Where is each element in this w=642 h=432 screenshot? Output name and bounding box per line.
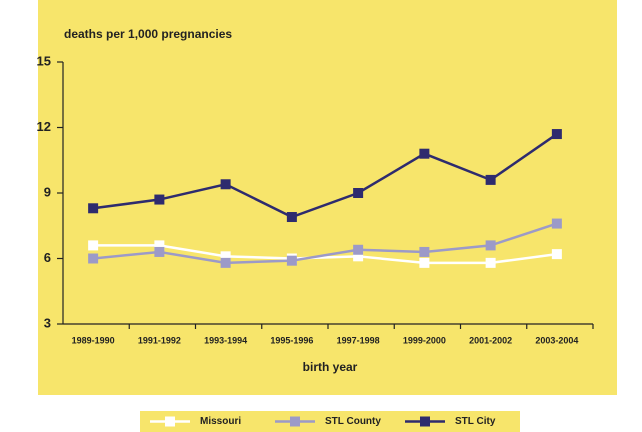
point-marker	[419, 257, 430, 268]
legend-label: STL County	[325, 416, 381, 427]
y-tick-label: 6	[44, 250, 51, 265]
point-marker	[154, 194, 165, 205]
point-marker	[88, 203, 99, 214]
x-tick-label: 1989-1990	[72, 335, 115, 345]
x-tick-label: 1991-1992	[138, 335, 181, 345]
point-marker	[551, 249, 562, 260]
point-marker	[485, 240, 496, 251]
series-line	[92, 133, 558, 219]
x-tick-label: 1997-1998	[337, 335, 380, 345]
point-marker	[220, 251, 231, 262]
x-tick-label: 2003-2004	[535, 335, 578, 345]
y-tick-label: 9	[44, 184, 51, 199]
y-tick-label: 3	[44, 315, 51, 330]
y-axis-label: deaths per 1,000 pregnancies	[64, 27, 232, 41]
x-tick-label: 1995-1996	[270, 335, 313, 345]
point-marker	[286, 255, 297, 266]
legend-label: Missouri	[200, 416, 241, 427]
legend-marker	[290, 416, 300, 427]
point-marker	[419, 148, 430, 159]
point-marker	[551, 129, 562, 140]
x-axis-label: birth year	[303, 360, 358, 374]
point-marker	[286, 212, 297, 223]
point-marker	[220, 179, 231, 190]
legend-label: STL City	[455, 416, 496, 427]
point-marker	[485, 174, 496, 185]
plot-panel	[38, 0, 617, 395]
point-marker	[88, 240, 99, 251]
point-marker	[88, 253, 99, 264]
x-tick-label: 2001-2002	[469, 335, 512, 345]
point-marker	[353, 244, 364, 255]
point-marker	[485, 257, 496, 268]
legend-panel	[140, 411, 520, 432]
point-marker	[220, 257, 231, 268]
x-tick-label: 1993-1994	[204, 335, 247, 345]
point-marker	[353, 188, 364, 198]
y-tick-label: 15	[37, 53, 51, 68]
legend-marker	[165, 416, 175, 427]
point-marker	[419, 246, 430, 257]
point-marker	[154, 240, 165, 251]
y-tick-label: 12	[37, 119, 51, 134]
legend-marker	[420, 416, 430, 427]
series-line	[93, 222, 558, 265]
series-line	[93, 244, 558, 265]
x-tick-label: 1999-2000	[403, 335, 446, 345]
point-marker	[154, 246, 165, 257]
point-marker	[551, 218, 562, 229]
point-marker	[353, 251, 364, 262]
